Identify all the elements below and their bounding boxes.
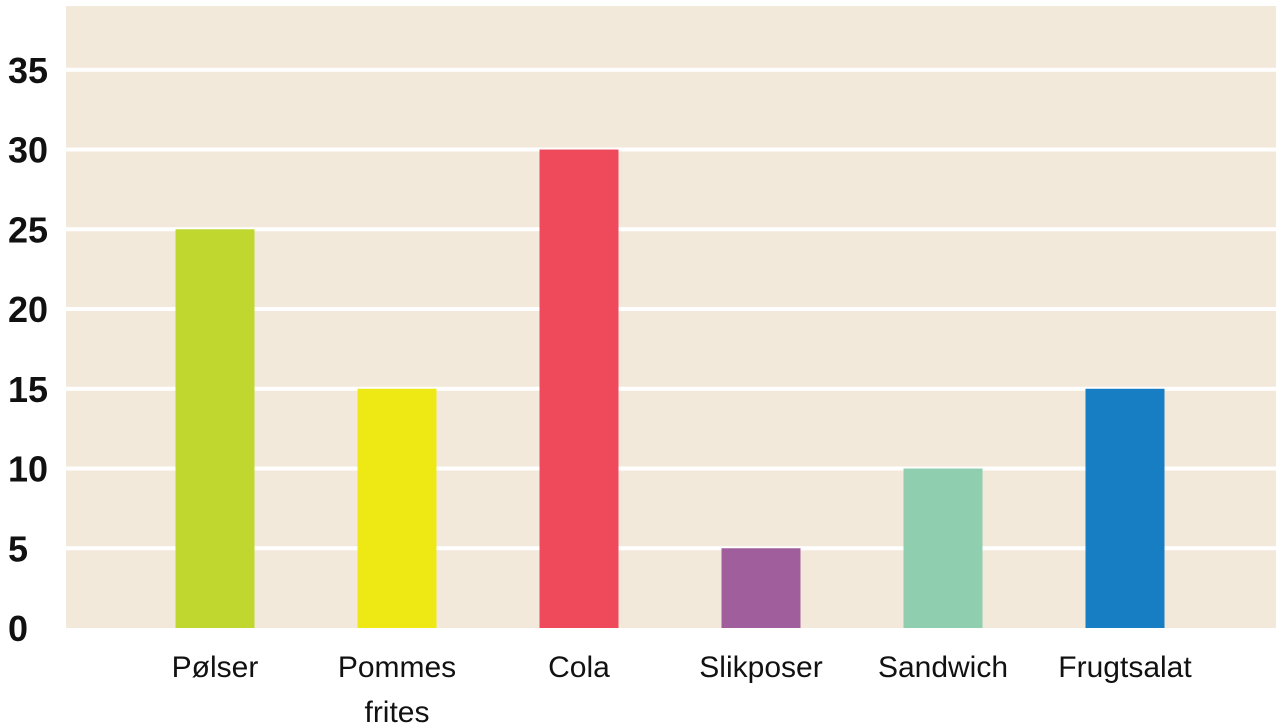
x-tick-label: Slikposer [699,651,822,684]
bar [1085,388,1165,628]
x-tick-label: Cola [548,651,610,684]
y-tick-label: 5 [8,528,28,569]
bar [175,229,255,629]
y-tick-label: 35 [8,50,48,91]
bar [539,149,619,629]
x-tick-label: Pølser [172,651,259,684]
x-axis-labels: Pølser Pommes frites Cola Slikposer Sandwich F… [172,651,1193,726]
y-axis-ticks: 0 5 10 15 20 25 30 35 [8,50,48,649]
x-tick-label: Pommes [338,651,456,684]
y-tick-label: 0 [8,608,28,649]
y-tick-label: 15 [8,369,48,410]
bar [903,468,983,628]
x-tick-label: Frugtsalat [1058,651,1192,684]
plot-area [66,6,1276,628]
y-tick-label: 20 [8,289,48,330]
y-tick-label: 30 [8,130,48,171]
bar [721,548,801,628]
y-tick-label: 10 [8,449,48,490]
y-tick-label: 25 [8,209,48,250]
gridlines [66,67,1276,551]
x-tick-label: frites [364,696,429,726]
bar [357,388,437,628]
x-tick-label: Sandwich [878,651,1008,684]
bars [175,149,1165,629]
